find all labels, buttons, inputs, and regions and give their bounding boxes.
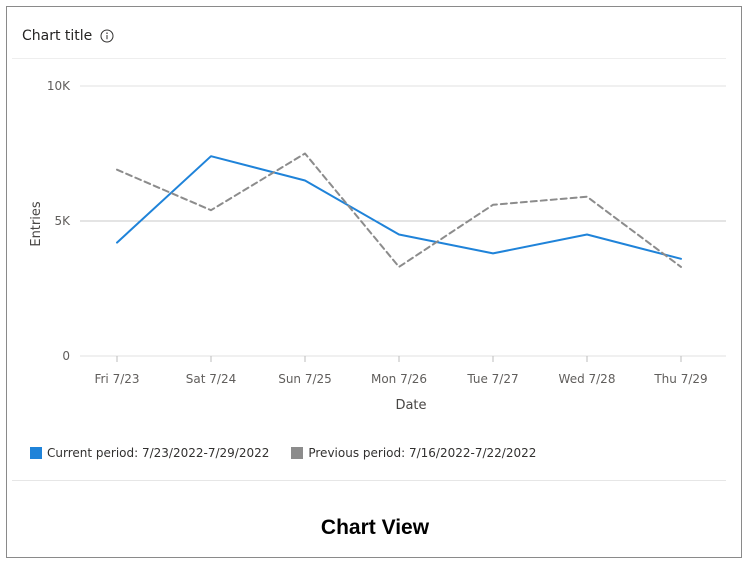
legend-label-previous: Previous period: 7/16/2022-7/22/2022 — [308, 446, 537, 460]
y-tick-label: 10K — [47, 79, 71, 93]
header-divider — [12, 58, 726, 59]
info-circle-icon[interactable] — [100, 29, 114, 43]
chart-card — [6, 6, 742, 558]
x-tick-label: Mon 7/26 — [371, 372, 427, 386]
x-tick-label: Sun 7/25 — [278, 372, 332, 386]
chart-title: Chart title — [22, 28, 93, 44]
series-line-current — [116, 155, 682, 260]
legend-label-current: Current period: 7/23/2022-7/29/2022 — [47, 446, 270, 460]
caption-text: Chart View — [320, 516, 430, 539]
y-axis-title: Entries — [29, 201, 44, 247]
x-tick-label: Sat 7/24 — [186, 372, 236, 386]
x-tick-label: Wed 7/28 — [559, 372, 616, 386]
series-line-previous — [116, 152, 682, 268]
x-tick-label: Thu 7/29 — [653, 372, 707, 386]
chart-legend: Current period: 7/23/2022-7/29/2022 Prev… — [30, 446, 536, 460]
legend-swatch-current — [30, 447, 42, 459]
x-tick-label: Fri 7/23 — [94, 372, 139, 386]
legend-item-previous[interactable]: Previous period: 7/16/2022-7/22/2022 — [291, 446, 536, 460]
legend-divider — [12, 480, 726, 481]
legend-swatch-previous — [291, 447, 304, 459]
chart-header: Chart title — [22, 25, 114, 47]
x-axis-title: Date — [395, 398, 426, 413]
y-tick-label: 0 — [62, 349, 70, 363]
x-tick-label: Tue 7/27 — [466, 372, 518, 386]
legend-item-current[interactable]: Current period: 7/23/2022-7/29/2022 — [30, 446, 269, 460]
y-tick-label: 5K — [54, 214, 71, 228]
